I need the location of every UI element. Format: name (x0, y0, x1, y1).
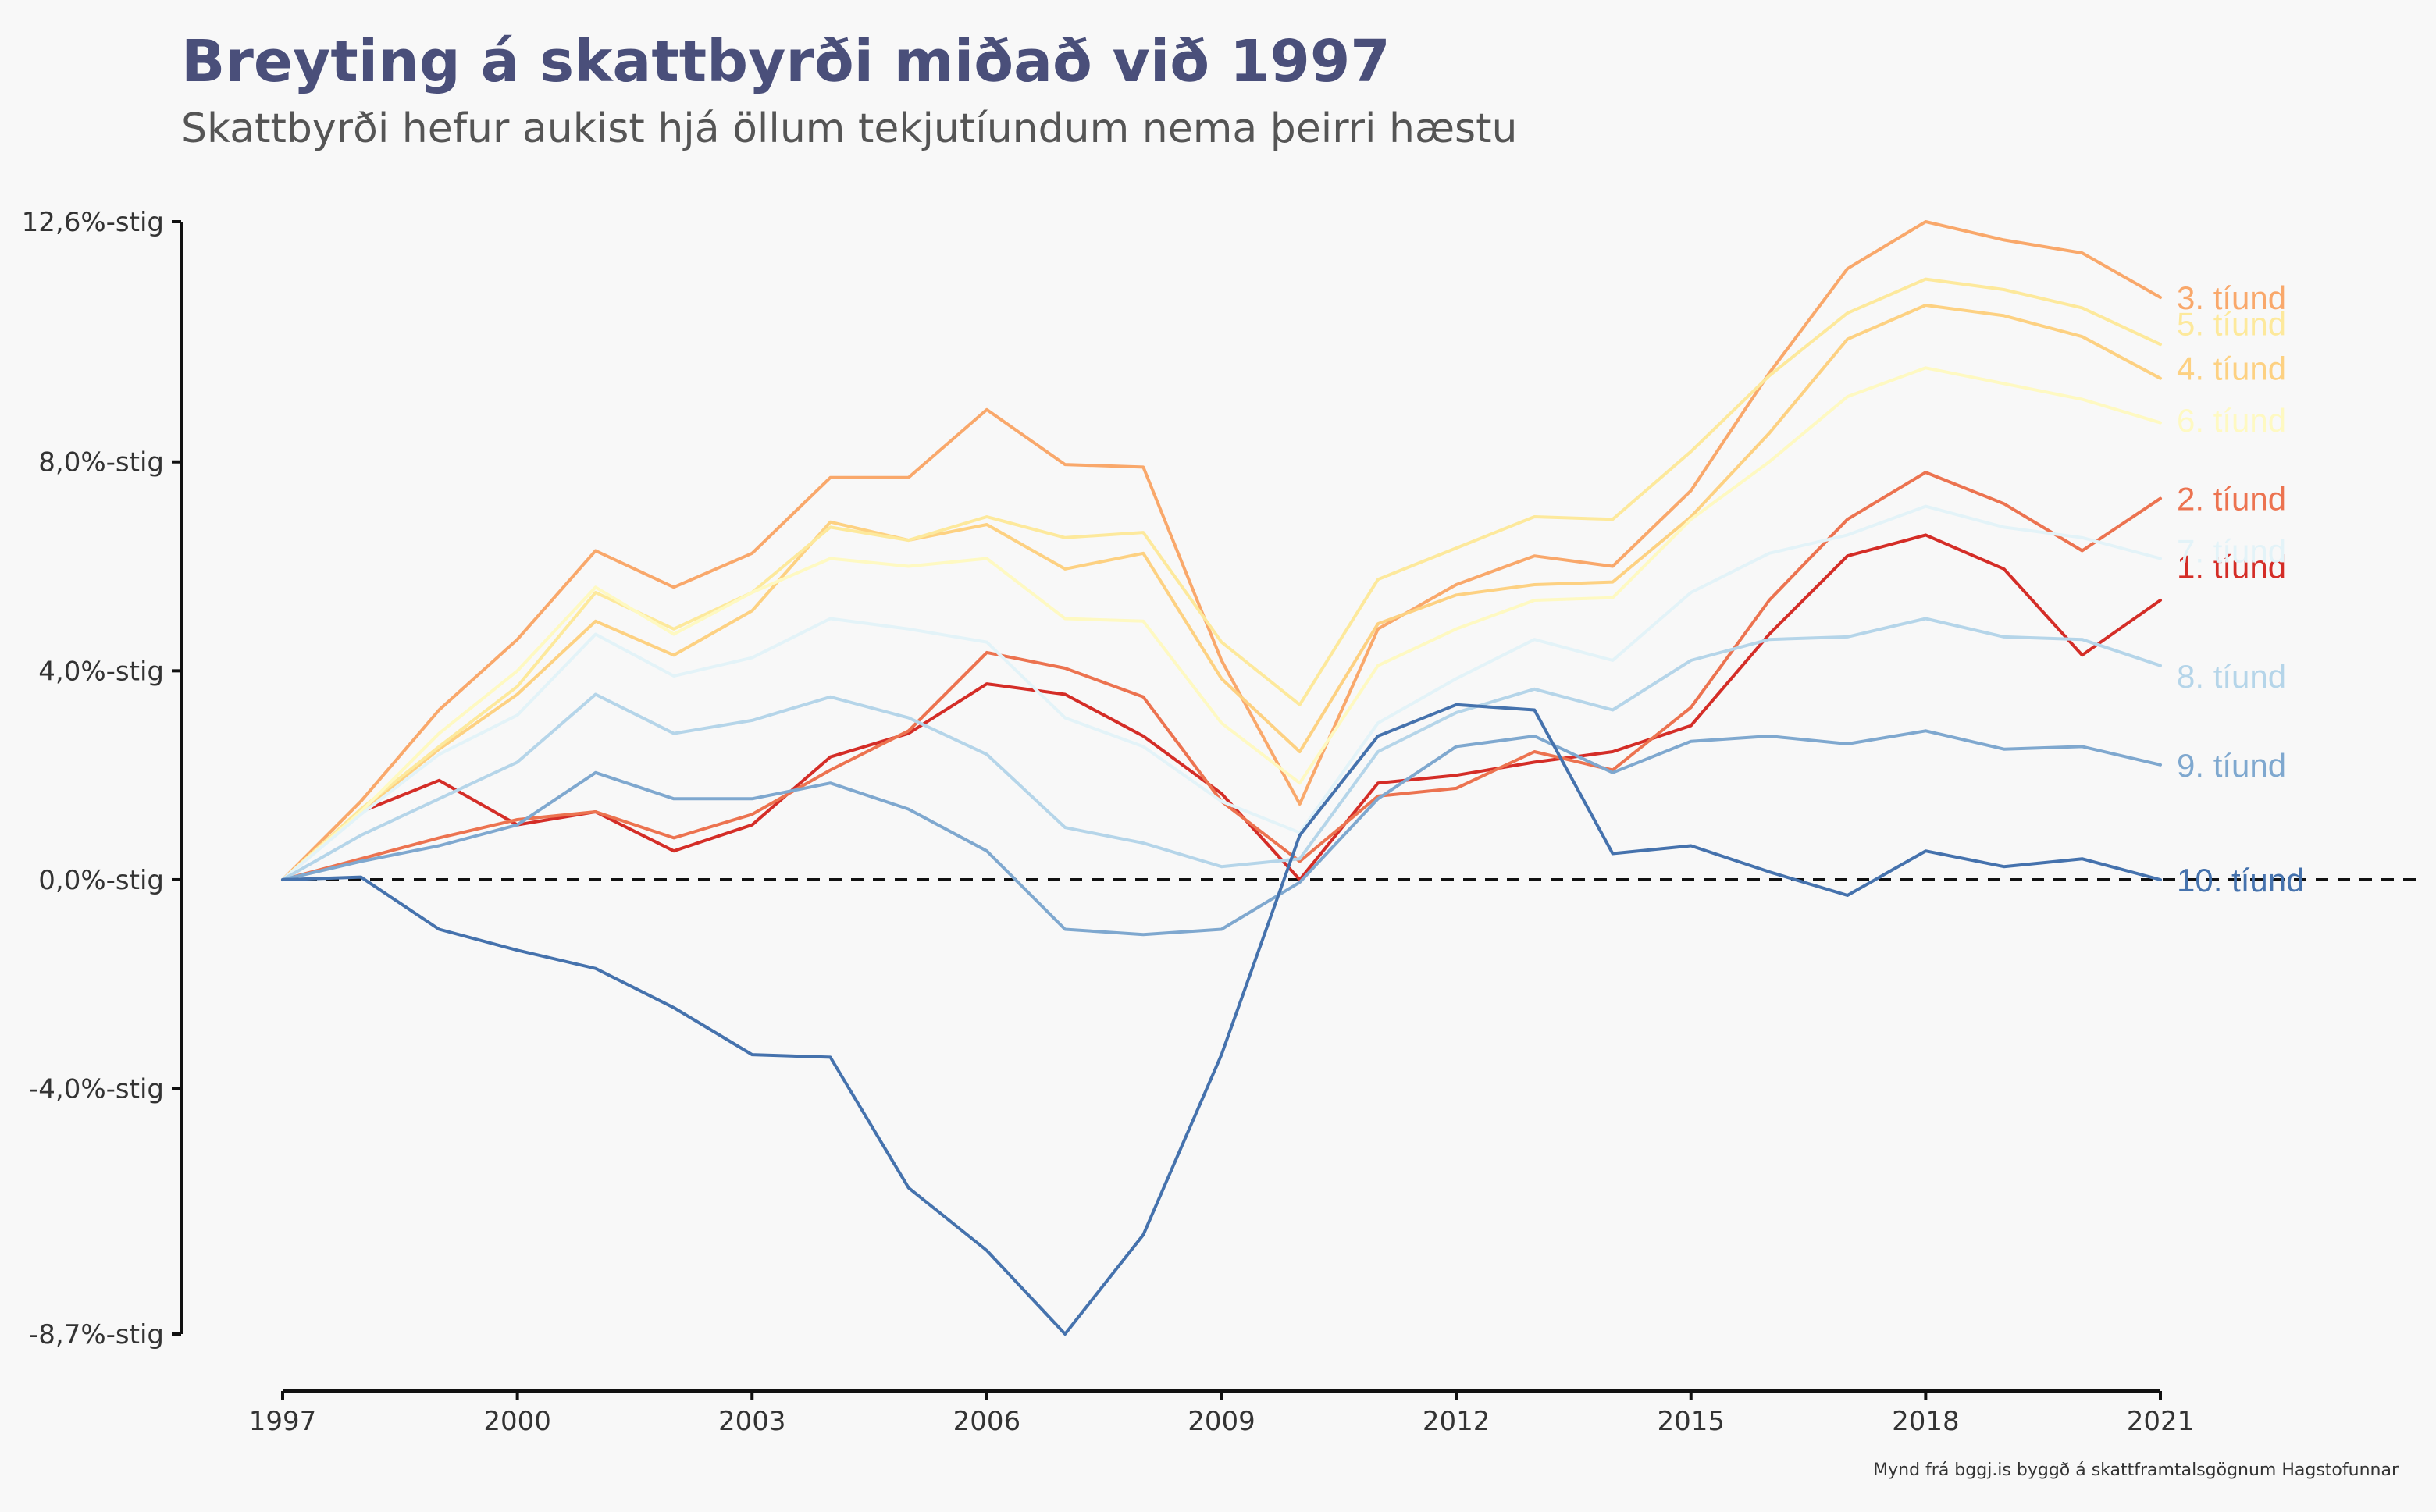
series-label-5-tíund: 5. tíund (2177, 305, 2286, 342)
y-tick-label: 8,0%-stig (38, 447, 164, 479)
series-line-9-tíund (281, 729, 2162, 937)
series-line-7-tíund (281, 504, 2162, 881)
series-label-4-tíund: 4. tíund (2177, 350, 2286, 386)
x-tick-label: 2018 (1892, 1406, 1960, 1437)
series-label-6-tíund: 6. tíund (2177, 402, 2286, 439)
series-label-1-tíund: 1. tíund (2177, 549, 2286, 585)
y-tick-label: -4,0%-stig (29, 1074, 164, 1105)
series-line-3-tíund (281, 220, 2162, 881)
series-layer (281, 220, 2162, 1336)
x-tick-label: 2006 (953, 1406, 1021, 1437)
x-tick-label: 2003 (718, 1406, 786, 1437)
x-tick-label: 2012 (1423, 1406, 1490, 1437)
chart-title: Breyting á skattbyrði miðað við 1997 (181, 28, 1391, 95)
axes: 12,6%-stig 8,0%-stig 4,0%-stig 0,0%-stig -4,… (22, 207, 2195, 1437)
series-line-5-tíund (281, 277, 2162, 881)
series-label-8-tíund: 8. tíund (2177, 658, 2286, 695)
y-tick-label: 12,6%-stig (22, 207, 164, 238)
x-tick-label: 1997 (249, 1406, 317, 1437)
x-tick-label: 2000 (483, 1406, 551, 1437)
series-line-4-tíund (281, 304, 2162, 881)
x-tick-label: 2015 (1657, 1406, 1725, 1437)
y-tick-label: 4,0%-stig (38, 656, 164, 687)
x-tick-label: 2021 (2127, 1406, 2195, 1437)
series-label-2-tíund: 2. tíund (2177, 481, 2286, 518)
series-line-8-tíund (281, 617, 2162, 881)
x-tick-label: 2009 (1188, 1406, 1255, 1437)
y-tick-label: -8,7%-stig (29, 1319, 164, 1350)
series-labels: 1. tíund 2. tíund 3. tíund 4. tíund 5. tíund… (2177, 279, 2304, 898)
series-label-10-tíund: 10. tíund (2177, 862, 2304, 898)
y-tick-label: 0,0%-stig (38, 865, 164, 896)
chart-caption: Mynd frá bggj.is byggð á skattframtalsgö… (1873, 1460, 2399, 1480)
series-label-7-tíund: 7. tíund (2177, 532, 2286, 569)
series-line-6-tíund (281, 366, 2162, 881)
series-line-10-tíund (281, 703, 2162, 1336)
chart-subtitle: Skattbyrði hefur aukist hjá öllum tekjut… (181, 105, 1517, 152)
series-label-3-tíund: 3. tíund (2177, 279, 2286, 316)
series-label-9-tíund: 9. tíund (2177, 747, 2286, 784)
